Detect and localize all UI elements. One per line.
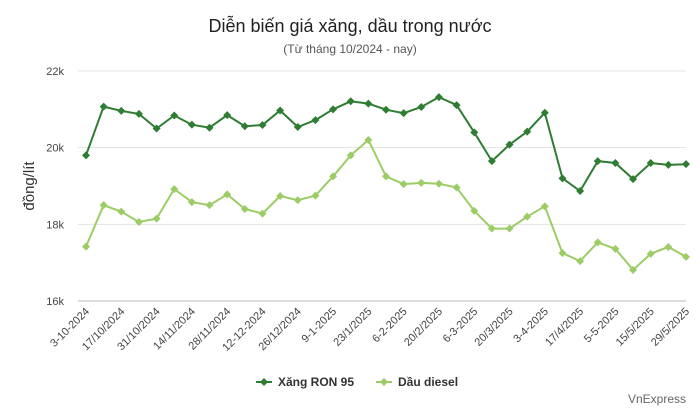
y-tick-label: 16k bbox=[46, 296, 64, 308]
data-point bbox=[240, 122, 249, 131]
data-point bbox=[223, 190, 232, 199]
data-point bbox=[382, 105, 390, 114]
y-tick-label: 18k bbox=[46, 219, 64, 231]
y-tick-label: 22k bbox=[46, 66, 64, 78]
data-point bbox=[382, 172, 390, 181]
data-point bbox=[82, 242, 90, 251]
x-tick-label: 29/5/2025 bbox=[649, 306, 692, 349]
data-point bbox=[205, 123, 214, 132]
x-tick-label: 20/3/2025 bbox=[473, 306, 516, 349]
data-point bbox=[452, 101, 461, 110]
chart-title: Diễn biến giá xăng, dầu trong nước bbox=[208, 16, 492, 36]
x-tick-label: 23/1/2025 bbox=[331, 306, 374, 349]
data-point bbox=[311, 191, 320, 200]
data-point bbox=[276, 106, 285, 115]
data-point bbox=[311, 116, 320, 125]
data-point bbox=[99, 201, 108, 210]
data-point bbox=[364, 136, 373, 144]
data-point bbox=[117, 207, 126, 216]
data-point bbox=[152, 124, 161, 133]
data-point bbox=[629, 265, 638, 274]
data-point bbox=[434, 93, 443, 102]
data-point bbox=[505, 140, 514, 149]
x-tick-label: 17/4/2025 bbox=[543, 306, 586, 349]
y-axis-ticks: 16k 18k 20k 22k bbox=[46, 66, 64, 308]
data-point bbox=[629, 175, 638, 184]
data-point bbox=[540, 108, 549, 117]
data-point bbox=[593, 238, 602, 247]
data-point bbox=[646, 159, 655, 167]
data-point bbox=[276, 191, 285, 200]
data-point bbox=[258, 209, 267, 218]
data-point bbox=[611, 159, 620, 167]
data-point bbox=[558, 174, 567, 183]
data-point bbox=[293, 122, 302, 131]
data-point bbox=[558, 249, 567, 258]
data-point bbox=[399, 109, 408, 118]
data-point bbox=[576, 186, 585, 195]
data-point bbox=[134, 109, 143, 118]
data-point bbox=[646, 249, 655, 258]
data-point bbox=[329, 105, 338, 114]
data-point bbox=[152, 214, 161, 223]
data-point bbox=[576, 257, 585, 266]
x-tick-label: 20/2/2025 bbox=[402, 306, 445, 349]
data-point bbox=[470, 128, 479, 137]
data-point bbox=[293, 196, 302, 205]
data-point bbox=[523, 127, 532, 136]
data-point bbox=[134, 218, 143, 227]
data-point bbox=[470, 206, 479, 215]
data-point bbox=[258, 121, 267, 130]
data-point bbox=[417, 103, 426, 112]
series-group bbox=[82, 93, 690, 274]
grid-lines bbox=[78, 70, 686, 225]
x-axis-ticks: 3-10-202417/10/202431/10/202414/11/20242… bbox=[48, 306, 692, 354]
data-point bbox=[223, 111, 232, 120]
data-point bbox=[346, 151, 355, 160]
data-point bbox=[82, 151, 90, 160]
data-point bbox=[664, 242, 673, 251]
legend-marker bbox=[260, 378, 268, 386]
data-point bbox=[346, 97, 355, 106]
data-point bbox=[364, 99, 373, 108]
data-point bbox=[664, 160, 673, 169]
data-point bbox=[205, 201, 214, 210]
data-point bbox=[170, 111, 179, 120]
legend-label: Xăng RON 95 bbox=[278, 375, 354, 389]
data-point bbox=[187, 120, 196, 129]
data-point bbox=[170, 185, 179, 194]
data-point bbox=[611, 244, 620, 253]
y-tick-label: 20k bbox=[46, 143, 64, 155]
data-point bbox=[187, 198, 196, 207]
data-point bbox=[417, 178, 426, 187]
data-point bbox=[523, 212, 532, 221]
source-credit: VnExpress bbox=[627, 392, 686, 406]
data-point bbox=[434, 179, 443, 188]
data-point bbox=[329, 172, 338, 181]
data-point bbox=[399, 180, 408, 189]
y-axis-label: đồng/lít bbox=[21, 161, 38, 211]
chart-subtitle: (Từ tháng 10/2024 - nay) bbox=[283, 42, 417, 56]
data-point bbox=[682, 160, 690, 169]
data-point bbox=[240, 205, 249, 213]
data-point bbox=[593, 157, 602, 166]
legend-marker bbox=[380, 378, 388, 386]
data-point bbox=[99, 102, 108, 111]
data-point bbox=[487, 224, 496, 233]
data-point bbox=[452, 183, 461, 192]
data-point bbox=[682, 252, 690, 261]
data-point bbox=[117, 106, 126, 115]
legend: Xăng RON 95 Dầu diesel bbox=[256, 375, 458, 389]
data-point bbox=[505, 224, 514, 233]
legend-label: Dầu diesel bbox=[398, 375, 458, 389]
data-point bbox=[540, 202, 549, 211]
data-point bbox=[487, 157, 496, 166]
